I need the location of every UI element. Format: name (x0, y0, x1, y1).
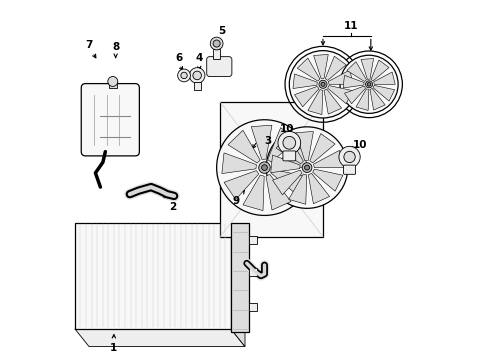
Polygon shape (310, 134, 335, 163)
Text: 4: 4 (195, 53, 202, 63)
Circle shape (259, 162, 270, 173)
Circle shape (305, 165, 310, 170)
Polygon shape (356, 89, 369, 111)
Polygon shape (324, 89, 342, 114)
Polygon shape (266, 174, 291, 210)
Circle shape (278, 131, 301, 154)
Circle shape (193, 71, 201, 80)
Text: 8: 8 (112, 42, 119, 52)
Bar (194, 82, 201, 90)
Circle shape (339, 146, 360, 168)
Circle shape (366, 81, 372, 88)
Polygon shape (347, 62, 367, 81)
Text: 7: 7 (85, 40, 93, 50)
Polygon shape (313, 169, 343, 191)
Circle shape (178, 69, 191, 82)
Circle shape (266, 127, 348, 208)
FancyBboxPatch shape (81, 84, 139, 156)
Circle shape (302, 163, 312, 172)
Circle shape (368, 82, 371, 86)
Circle shape (181, 72, 187, 78)
Text: 9: 9 (233, 196, 240, 206)
Polygon shape (276, 136, 303, 164)
Bar (248, 303, 257, 311)
Text: 1: 1 (110, 343, 118, 354)
Polygon shape (328, 86, 353, 104)
Polygon shape (272, 147, 308, 168)
Text: 10: 10 (280, 123, 295, 134)
Circle shape (210, 37, 223, 50)
Polygon shape (295, 131, 314, 161)
Polygon shape (297, 58, 320, 81)
Polygon shape (271, 170, 307, 195)
Circle shape (283, 136, 295, 149)
Bar (109, 81, 117, 88)
Polygon shape (268, 128, 297, 162)
Polygon shape (314, 150, 343, 168)
Polygon shape (371, 60, 389, 81)
Polygon shape (314, 54, 328, 78)
Circle shape (108, 77, 118, 86)
Bar (220, 102, 323, 237)
Polygon shape (370, 89, 385, 110)
Polygon shape (75, 329, 245, 347)
Polygon shape (289, 174, 307, 204)
Polygon shape (243, 175, 264, 211)
Circle shape (262, 165, 268, 171)
Polygon shape (270, 155, 300, 173)
Text: 10: 10 (353, 140, 368, 149)
Polygon shape (373, 85, 394, 101)
Text: 2: 2 (169, 202, 176, 212)
Circle shape (340, 55, 398, 113)
Polygon shape (224, 171, 259, 199)
Polygon shape (228, 130, 260, 163)
Bar (75, 222, 231, 329)
Polygon shape (272, 170, 302, 195)
FancyBboxPatch shape (207, 57, 232, 77)
Circle shape (213, 40, 220, 47)
FancyBboxPatch shape (283, 151, 295, 161)
Circle shape (289, 51, 357, 118)
Circle shape (344, 151, 355, 163)
FancyBboxPatch shape (343, 165, 356, 174)
Polygon shape (361, 59, 373, 79)
Circle shape (217, 120, 312, 215)
Polygon shape (251, 125, 272, 159)
Circle shape (321, 82, 325, 86)
Polygon shape (231, 222, 245, 347)
Bar (248, 268, 257, 276)
Polygon shape (344, 86, 366, 104)
Polygon shape (222, 153, 256, 174)
Polygon shape (308, 174, 330, 204)
Polygon shape (293, 74, 318, 89)
Text: 5: 5 (219, 26, 225, 36)
Polygon shape (294, 86, 319, 107)
Bar (231, 222, 248, 332)
Text: 3: 3 (265, 136, 271, 146)
Text: 6: 6 (176, 53, 183, 63)
Polygon shape (308, 90, 323, 114)
Circle shape (319, 80, 327, 88)
Polygon shape (325, 56, 346, 80)
Bar (248, 236, 257, 244)
Polygon shape (343, 75, 364, 88)
Bar (213, 49, 220, 59)
Text: 11: 11 (344, 21, 359, 31)
Polygon shape (374, 72, 395, 84)
Polygon shape (328, 70, 353, 84)
Circle shape (189, 68, 205, 83)
